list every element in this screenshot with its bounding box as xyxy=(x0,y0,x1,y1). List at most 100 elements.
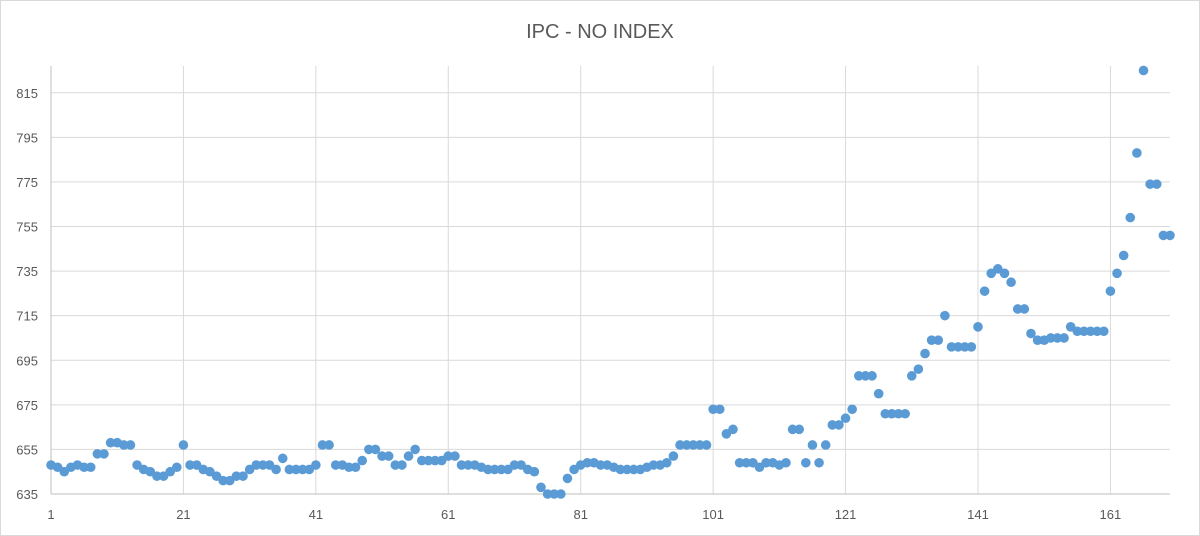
data-point xyxy=(238,471,248,481)
data-point xyxy=(714,404,725,415)
data-point xyxy=(622,464,632,475)
data-point xyxy=(933,335,944,345)
chart-title: IPC - NO INDEX xyxy=(526,21,674,43)
data-point xyxy=(390,460,401,470)
x-tick-label: 81 xyxy=(573,507,587,522)
data-point xyxy=(456,460,467,470)
data-point xyxy=(324,440,334,450)
data-point xyxy=(549,489,560,499)
data-point xyxy=(675,440,685,450)
data-point xyxy=(1165,230,1175,241)
data-point xyxy=(277,453,288,464)
y-tick-label: 795 xyxy=(16,130,38,145)
data-point xyxy=(1019,304,1030,314)
data-point xyxy=(628,464,639,475)
data-point xyxy=(172,462,182,473)
data-point xyxy=(1105,286,1116,296)
data-point xyxy=(1151,179,1162,189)
data-point xyxy=(1079,326,1089,337)
data-point xyxy=(887,408,897,419)
data-point xyxy=(152,471,162,481)
x-tick-label: 101 xyxy=(702,507,724,522)
data-point xyxy=(297,464,308,475)
data-point xyxy=(827,420,838,430)
data-point xyxy=(595,460,606,470)
data-point xyxy=(423,455,434,466)
data-point xyxy=(913,364,924,374)
data-point xyxy=(357,455,368,466)
data-point xyxy=(556,489,566,499)
data-point xyxy=(271,464,281,475)
data-point xyxy=(350,462,361,473)
data-point xyxy=(761,457,771,468)
y-axis-tick-labels: 635 655 675 695 715 735 755 775 795 815 xyxy=(16,86,38,502)
y-tick-label: 675 xyxy=(16,398,38,413)
data-point xyxy=(1006,277,1016,288)
data-point xyxy=(1098,326,1109,337)
data-point xyxy=(1092,326,1102,337)
data-point xyxy=(847,404,857,415)
data-point xyxy=(496,464,507,475)
data-point xyxy=(450,451,460,461)
data-point xyxy=(820,440,831,450)
x-tick-label: 61 xyxy=(441,507,455,522)
x-axis-tick-labels: 1 21 41 61 81 101 121 141 161 xyxy=(47,507,1121,522)
data-point xyxy=(416,455,427,466)
data-point xyxy=(1012,304,1023,314)
data-point xyxy=(926,335,937,345)
x-tick-label: 41 xyxy=(309,507,323,522)
y-tick-label: 755 xyxy=(16,220,38,235)
data-point xyxy=(231,471,242,481)
data-point xyxy=(860,371,871,381)
data-point xyxy=(741,457,752,468)
data-point xyxy=(873,388,884,399)
y-tick-label: 715 xyxy=(16,309,38,324)
data-point xyxy=(582,457,593,468)
data-point xyxy=(1138,65,1149,76)
y-tick-label: 635 xyxy=(16,487,38,502)
data-point xyxy=(708,404,718,415)
data-point xyxy=(867,371,877,381)
data-point xyxy=(1085,326,1096,337)
data-point xyxy=(1145,179,1155,189)
data-point xyxy=(734,457,745,468)
data-point xyxy=(834,420,844,430)
data-point xyxy=(430,455,440,466)
data-point xyxy=(410,444,420,455)
data-point xyxy=(840,413,851,424)
data-point xyxy=(959,342,970,352)
data-point xyxy=(1059,333,1069,343)
data-point xyxy=(383,451,394,461)
data-point xyxy=(251,460,262,470)
data-point xyxy=(1032,335,1043,345)
data-point xyxy=(509,460,520,470)
data-point xyxy=(906,371,917,381)
x-tick-label: 21 xyxy=(176,507,190,522)
data-point xyxy=(701,440,712,450)
data-point xyxy=(893,408,904,419)
data-point xyxy=(542,489,553,499)
data-point xyxy=(99,449,109,459)
data-point xyxy=(953,342,963,352)
data-point xyxy=(489,464,500,475)
data-point xyxy=(695,440,705,450)
data-point xyxy=(807,440,818,450)
data-point xyxy=(529,466,540,477)
y-tick-label: 695 xyxy=(16,353,38,368)
data-point xyxy=(1072,326,1083,337)
data-point xyxy=(311,460,321,470)
data-point xyxy=(291,464,301,475)
data-point xyxy=(443,451,454,461)
data-point xyxy=(284,464,295,475)
data-point xyxy=(85,462,96,473)
data-point xyxy=(668,451,679,461)
data-point xyxy=(688,440,699,450)
y-tick-label: 775 xyxy=(16,175,38,190)
data-point xyxy=(801,457,811,468)
x-tick-label: 141 xyxy=(967,507,989,522)
x-tick-label: 121 xyxy=(835,507,857,522)
data-point xyxy=(880,408,891,419)
data-point xyxy=(344,462,354,473)
data-point xyxy=(999,268,1010,279)
